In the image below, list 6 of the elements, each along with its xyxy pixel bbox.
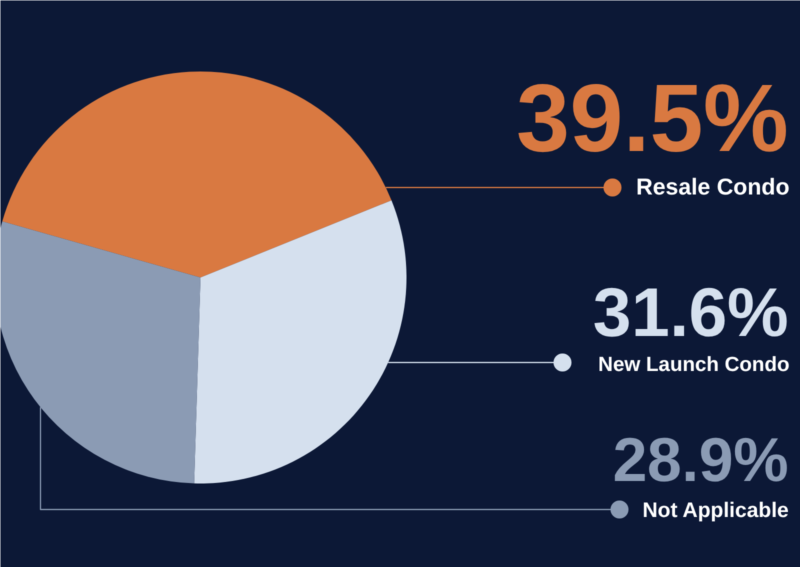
data-label: 31.6% bbox=[592, 274, 789, 351]
data-label: 39.5% bbox=[516, 65, 788, 172]
legend-label: Resale Condo bbox=[636, 174, 790, 200]
legend-label: New Launch Condo bbox=[598, 353, 790, 376]
data-label: 28.9% bbox=[612, 426, 789, 495]
legend-label: Not Applicable bbox=[642, 499, 789, 522]
